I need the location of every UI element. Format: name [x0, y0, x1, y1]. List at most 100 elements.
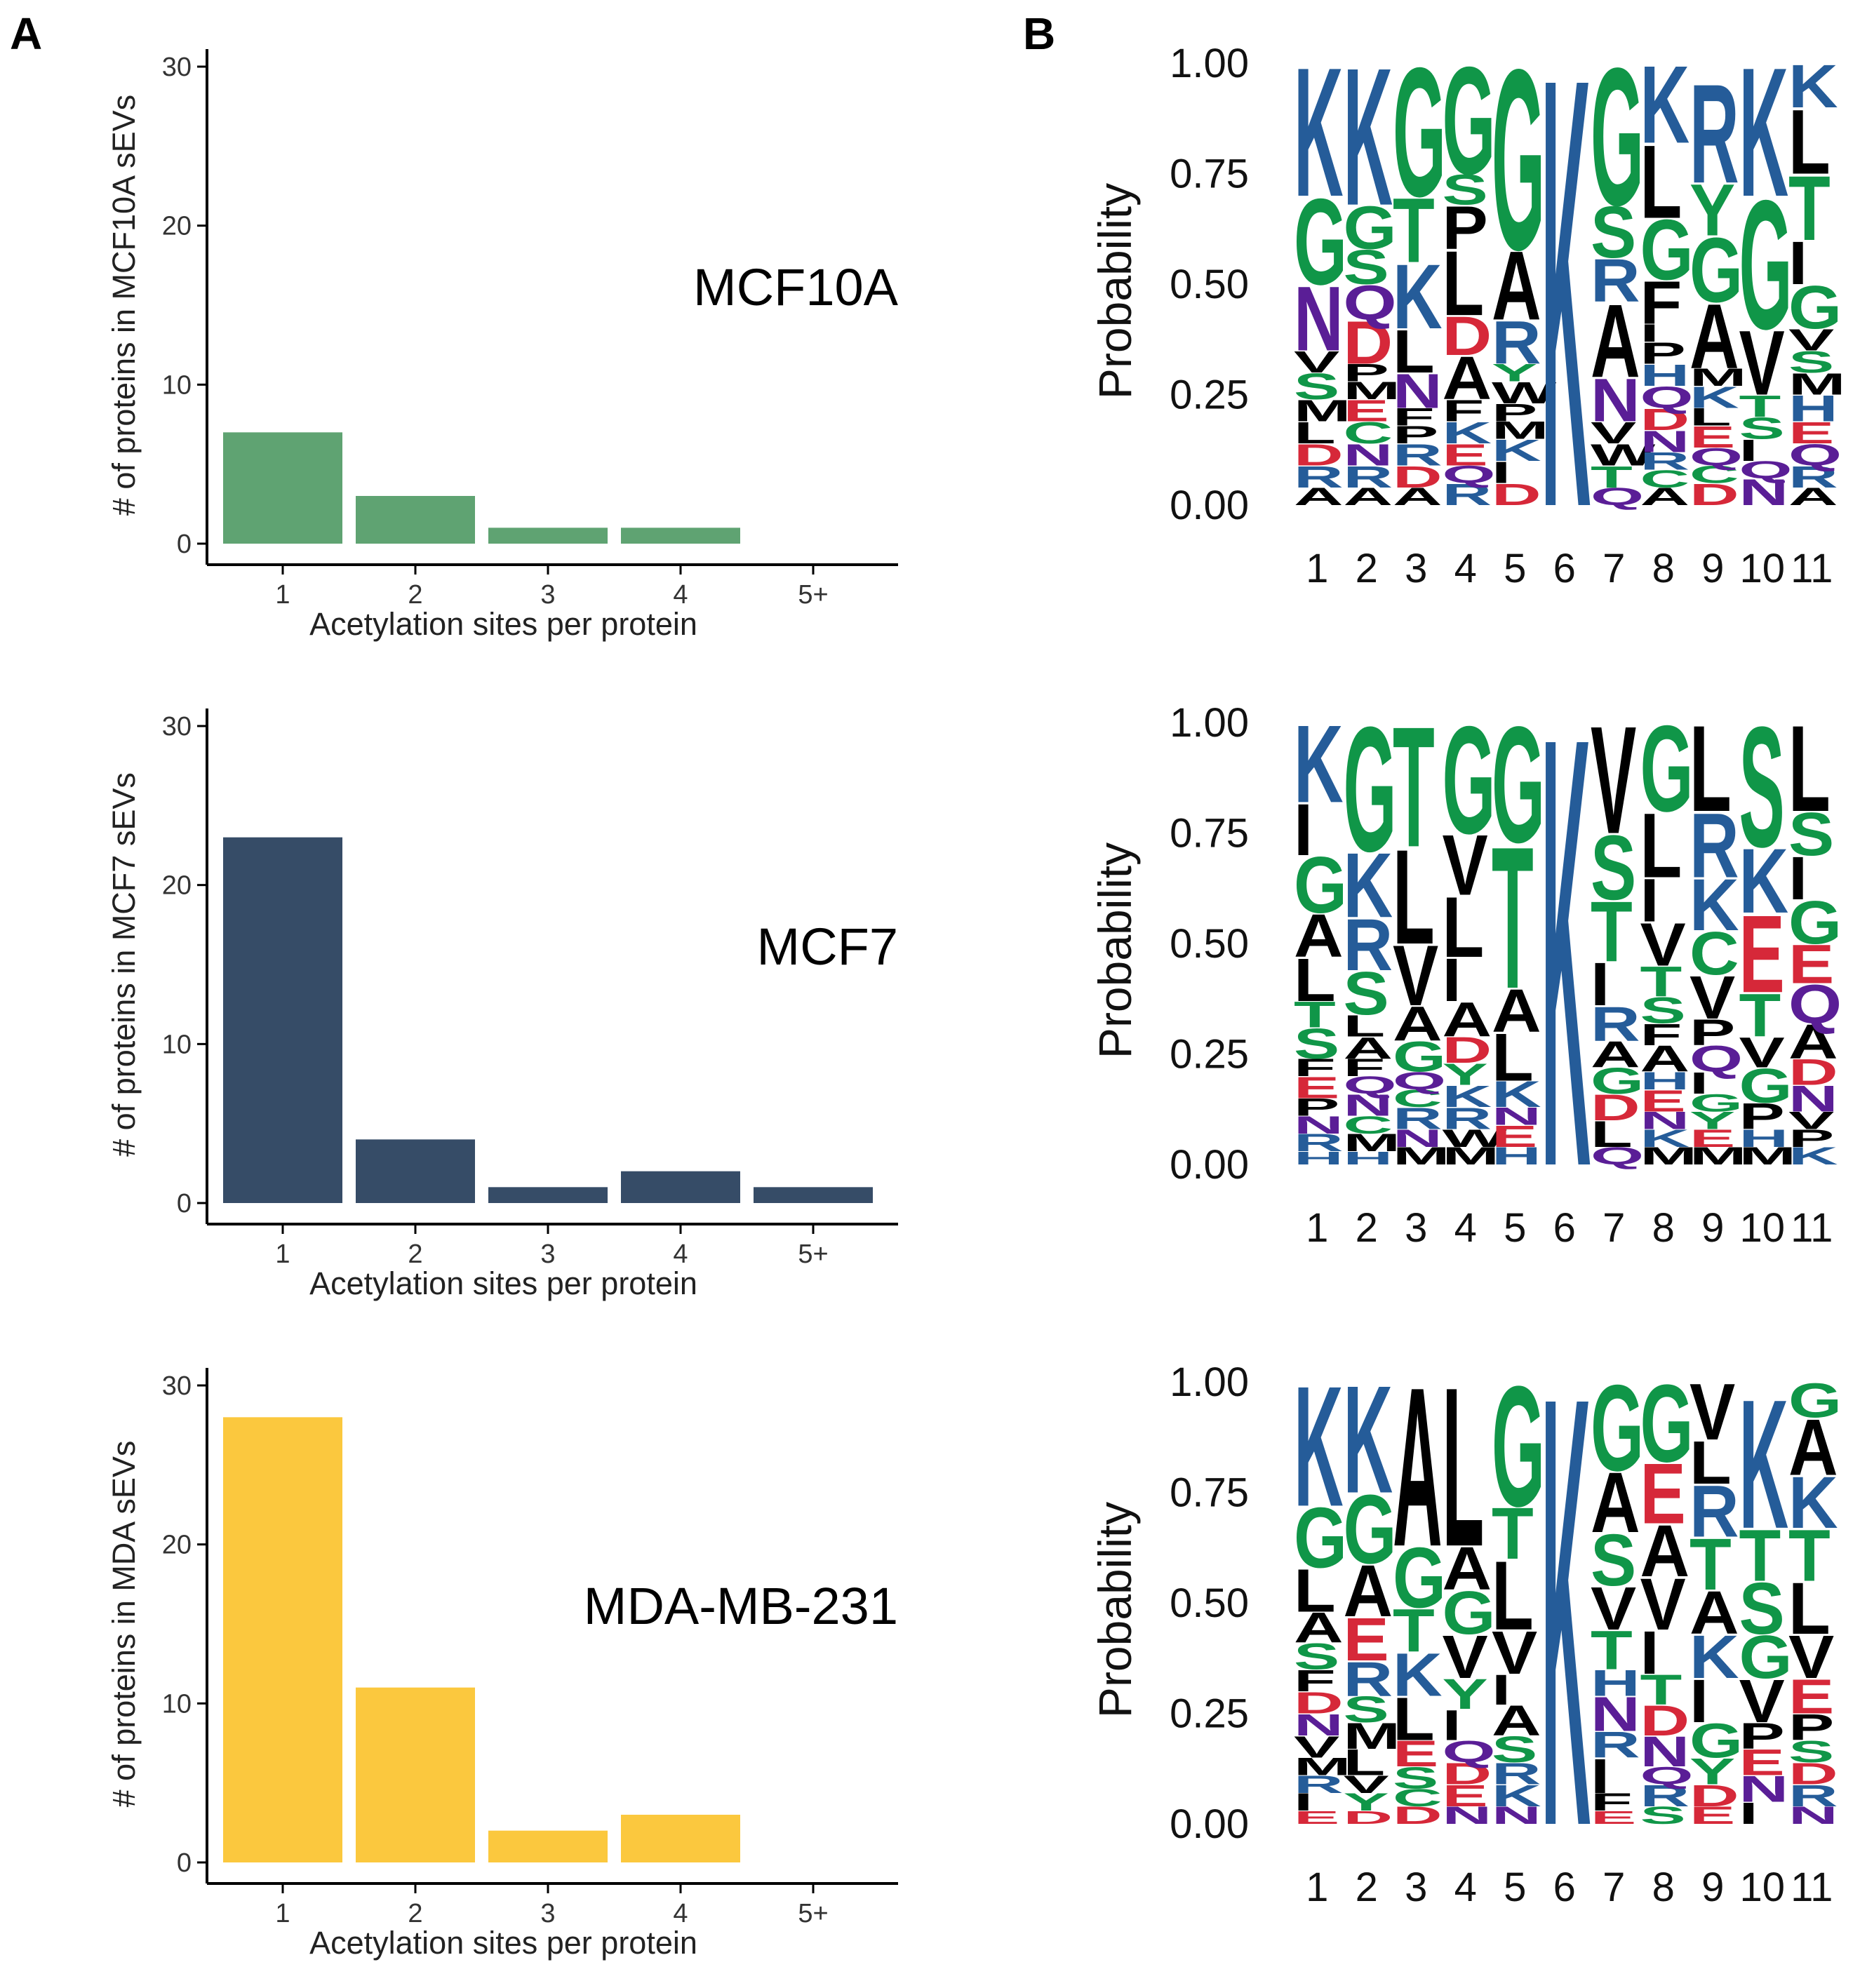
bar-chart-mcf10a: 0 10 20 30 1 2 3 4 5+ Acetylation sites per prote…	[106, 49, 899, 642]
logo-letter-A: A	[1690, 285, 1739, 388]
y-axis-label: # of proteins in MCF7 sEVs	[106, 772, 142, 1157]
logo-letter-M: M	[1492, 417, 1548, 444]
bar-5+	[754, 1187, 873, 1203]
logo-letter-C: C	[1393, 1085, 1443, 1113]
y-tick-label: 0	[177, 1189, 192, 1218]
logo-letter-A: A	[1788, 1014, 1838, 1069]
logo-letter-M: M	[1443, 1143, 1499, 1170]
logo-letter-M: M	[1344, 377, 1400, 404]
logo-letter-A: A	[1443, 993, 1492, 1047]
logo-letter-R: R	[1690, 55, 1739, 213]
logo-letter-S: S	[1640, 1802, 1686, 1829]
logo-letter-T: T	[1640, 1666, 1682, 1714]
logo-letter-M: M	[1393, 1143, 1450, 1170]
logo-letter-R: R	[1492, 308, 1541, 377]
logo-letter-A: A	[1344, 1031, 1393, 1066]
logo-y-tick-label: 1.00	[1170, 41, 1249, 86]
logo-letter-G: G	[1443, 1578, 1496, 1647]
logo-letter-S: S	[1294, 365, 1339, 407]
panel-letter-a: A	[10, 8, 42, 59]
logo-position-label: 6	[1553, 1205, 1576, 1251]
logo-letter-S: S	[1344, 240, 1389, 295]
logo-letter-D: D	[1294, 1686, 1344, 1720]
logo-letter-E: E	[1640, 1446, 1686, 1542]
logo-letter-S: S	[1788, 1735, 1834, 1769]
logo-letter-I: I	[1492, 1666, 1511, 1714]
logo-letter-I: I	[1640, 319, 1659, 347]
bar-4	[621, 528, 740, 544]
logo-letter-L: L	[1393, 822, 1435, 972]
logo-letter-N: N	[1788, 1078, 1838, 1120]
logo-letter-T: T	[1294, 994, 1336, 1035]
logo-position-label: 6	[1553, 1865, 1576, 1910]
logo-letter-E: E	[1739, 1742, 1785, 1783]
y-tick-label: 20	[162, 212, 192, 241]
logo-letter-H: H	[1640, 1067, 1690, 1094]
logo-letter-K: K	[1690, 864, 1739, 946]
panel-letter-b: B	[1023, 8, 1055, 59]
logo-letter-V: V	[1788, 323, 1834, 357]
logo-letter-N: N	[1443, 1802, 1492, 1829]
logo-letter-L: L	[1393, 1684, 1435, 1753]
logo-letter-H: H	[1788, 388, 1838, 429]
logo-letter-K: K	[1739, 1362, 1789, 1567]
logo-letter-V: V	[1739, 1029, 1785, 1077]
x-tick-label: 1	[275, 1899, 290, 1928]
logo-y-axis-label: Probability	[1089, 183, 1141, 399]
logo-letter-R: R	[1344, 1652, 1393, 1707]
x-tick-label: 4	[673, 1899, 688, 1928]
logo-letter-T: T	[1690, 1524, 1732, 1606]
logo-letter-K: K	[1739, 829, 1789, 932]
logo-letter-K: K	[1344, 1354, 1393, 1525]
logo-letter-H: H	[1294, 1148, 1344, 1169]
logo-position-label: 5	[1504, 546, 1526, 591]
logo-position-label: 2	[1356, 546, 1378, 591]
logo-letter-T: T	[1739, 389, 1781, 424]
logo-letter-E: E	[1739, 892, 1785, 1016]
logo-letter-V: V	[1591, 416, 1636, 450]
logo-letter-E: E	[1443, 1779, 1488, 1813]
logo-letter-E: E	[1690, 420, 1735, 455]
logo-letter-R: R	[1294, 460, 1344, 495]
logo-letter-T: T	[1393, 178, 1435, 281]
logo-letter-S: S	[1788, 800, 1834, 868]
logo-letter-G: G	[1739, 1059, 1793, 1113]
logo-letter-Q: Q	[1344, 276, 1397, 330]
logo-letter-Q: Q	[1640, 1762, 1694, 1789]
y-tick-label: 30	[162, 53, 192, 82]
bar-3	[488, 1187, 608, 1203]
logo-letter-K: K	[1788, 52, 1838, 121]
logo-letter-K: K	[1492, 1779, 1541, 1813]
bar-2	[356, 496, 475, 544]
y-axis-label: # of proteins in MCF10A sEVs	[106, 95, 142, 516]
logo-letter-E: E	[1393, 1733, 1438, 1775]
y-tick-label: 0	[177, 1848, 192, 1878]
logo-letter-V: V	[1739, 1667, 1785, 1735]
logo-letter-K: K	[1690, 380, 1739, 415]
bar-1	[223, 837, 342, 1203]
logo-letter-Y: Y	[1443, 1670, 1488, 1718]
logo-letter-F: F	[1344, 1054, 1386, 1082]
logo-position-label: 2	[1356, 1865, 1378, 1910]
bar-1	[223, 432, 342, 544]
logo-letter-A: A	[1640, 483, 1690, 511]
logo-position-label: 5	[1504, 1865, 1526, 1910]
logo-letter-S: S	[1788, 345, 1834, 380]
x-tick-label: 4	[673, 1240, 688, 1269]
logo-letter-L: L	[1591, 1113, 1633, 1155]
bar-4	[621, 1815, 740, 1862]
logo-letter-V: V	[1393, 929, 1438, 1024]
logo-letter-G: G	[1294, 841, 1347, 930]
logo-letter-A: A	[1393, 997, 1443, 1052]
logo-letter-G: G	[1443, 694, 1496, 866]
logo-letter-Y: Y	[1690, 1107, 1735, 1134]
logo-letter-P: P	[1294, 1094, 1339, 1121]
logo-letter-L: L	[1640, 123, 1682, 241]
logo-letter-N: N	[1591, 1687, 1640, 1742]
logo-position-label: 3	[1405, 546, 1427, 591]
x-axis-label: Acetylation sites per protein	[309, 1925, 697, 1961]
logo-letter-V: V	[1344, 1771, 1389, 1798]
logo-letter-V: V	[1294, 1730, 1339, 1764]
logo-letter-V: V	[1640, 910, 1686, 979]
logo-position-label: 4	[1454, 1865, 1477, 1910]
